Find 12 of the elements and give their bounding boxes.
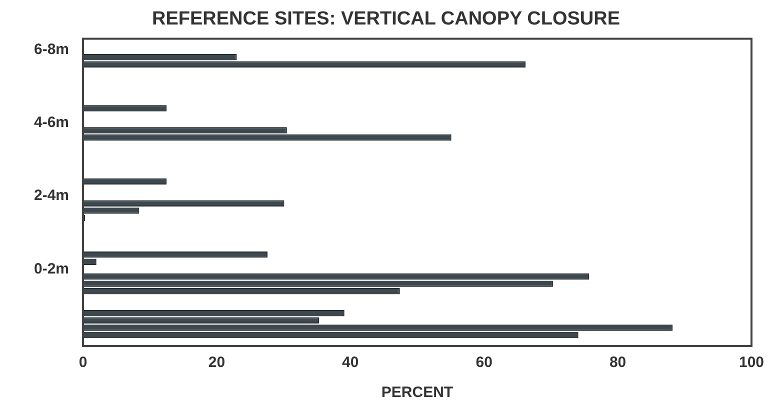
x-axis-title: PERCENT bbox=[381, 384, 454, 402]
x-tick-label: 20 bbox=[208, 354, 226, 372]
y-tick-label: 2-4m bbox=[34, 187, 70, 204]
y-tick-label: 4-6m bbox=[34, 114, 70, 132]
x-tick-label: 0 bbox=[78, 354, 88, 372]
x-tick-label: 60 bbox=[476, 354, 492, 372]
y-tick-label: 0-2m bbox=[34, 260, 70, 278]
chart-title: REFERENCE SITES: VERTICAL CANOPY CLOSURE bbox=[152, 8, 620, 30]
x-tick-label: 80 bbox=[609, 354, 626, 372]
x-tick-label: 100 bbox=[738, 354, 764, 372]
y-tick-label: 6-8m bbox=[34, 40, 70, 58]
x-tick-label: 40 bbox=[342, 354, 359, 372]
